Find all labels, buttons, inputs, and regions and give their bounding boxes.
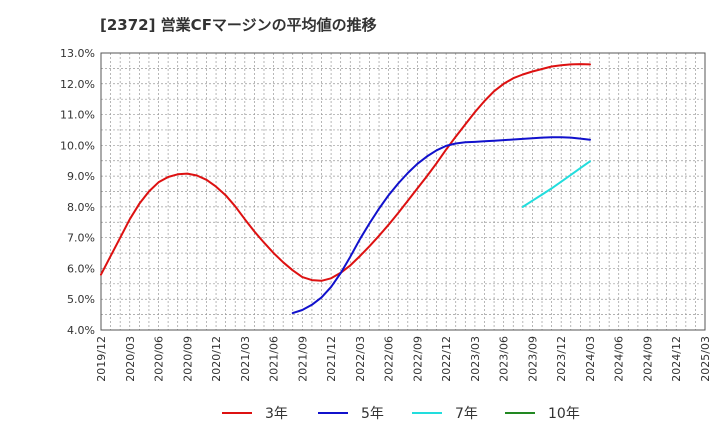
x-tick-label: 2021/06 — [268, 336, 281, 382]
legend-label-0: 3年 — [265, 406, 288, 422]
legend-label-1: 5年 — [361, 406, 384, 422]
x-tick-label: 2021/09 — [296, 336, 309, 382]
x-tick-label: 2024/12 — [670, 336, 683, 382]
y-tick-label: 12.0% — [60, 78, 95, 91]
y-tick-label: 13.0% — [60, 47, 95, 60]
series-lines — [100, 63, 591, 315]
x-tick-label: 2023/06 — [498, 336, 511, 382]
y-tick-label: 7.0% — [67, 232, 95, 245]
x-tick-label: 2024/03 — [584, 336, 597, 382]
y-tick-label: 6.0% — [67, 262, 95, 275]
x-tick-label: 2022/06 — [383, 336, 396, 382]
x-tick-label: 2022/03 — [354, 336, 367, 382]
y-tick-label: 9.0% — [67, 170, 95, 183]
x-tick-label: 2020/03 — [124, 336, 137, 382]
x-tick-label: 2023/03 — [469, 336, 482, 382]
chart-title: [2372] 営業CFマージンの平均値の推移 — [100, 16, 377, 34]
legend-label-3: 10年 — [548, 406, 580, 422]
x-tick-label: 2021/03 — [239, 336, 252, 382]
x-tick-label: 2020/12 — [210, 336, 223, 382]
x-tick-label: 2024/06 — [613, 336, 626, 382]
y-tick-label: 8.0% — [67, 201, 95, 214]
series-line-0 — [100, 63, 591, 282]
x-tick-label: 2025/03 — [699, 336, 712, 382]
x-tick-label: 2022/12 — [440, 336, 453, 382]
plot-area — [100, 52, 706, 331]
y-tick-label: 10.0% — [60, 139, 95, 152]
plot-grid — [101, 53, 705, 330]
series-line-2 — [521, 160, 591, 208]
x-tick-label: 2020/06 — [153, 336, 166, 382]
legend-label-2: 7年 — [455, 406, 478, 422]
x-axis: 2019/12 2020/03 2020/06 2020/09 2020/12 2021/… — [95, 336, 712, 382]
x-tick-label: 2023/09 — [526, 336, 539, 382]
y-tick-label: 11.0% — [60, 109, 95, 122]
y-axis: 4.0% 5.0% 6.0% 7.0% 8.0% 9.0% 10.0% 11.0% 12.0% 1… — [60, 47, 95, 337]
x-tick-label: 2021/12 — [325, 336, 338, 382]
x-tick-label: 2023/12 — [555, 336, 568, 382]
y-tick-label: 5.0% — [67, 293, 95, 306]
series-line-1 — [291, 136, 591, 315]
x-tick-label: 2019/12 — [95, 336, 108, 382]
x-tick-label: 2024/09 — [641, 336, 654, 382]
x-tick-label: 2020/09 — [181, 336, 194, 382]
legend: 3年 5年 7年 10年 — [222, 406, 580, 422]
x-tick-label: 2022/09 — [411, 336, 424, 382]
y-tick-label: 4.0% — [67, 324, 95, 337]
